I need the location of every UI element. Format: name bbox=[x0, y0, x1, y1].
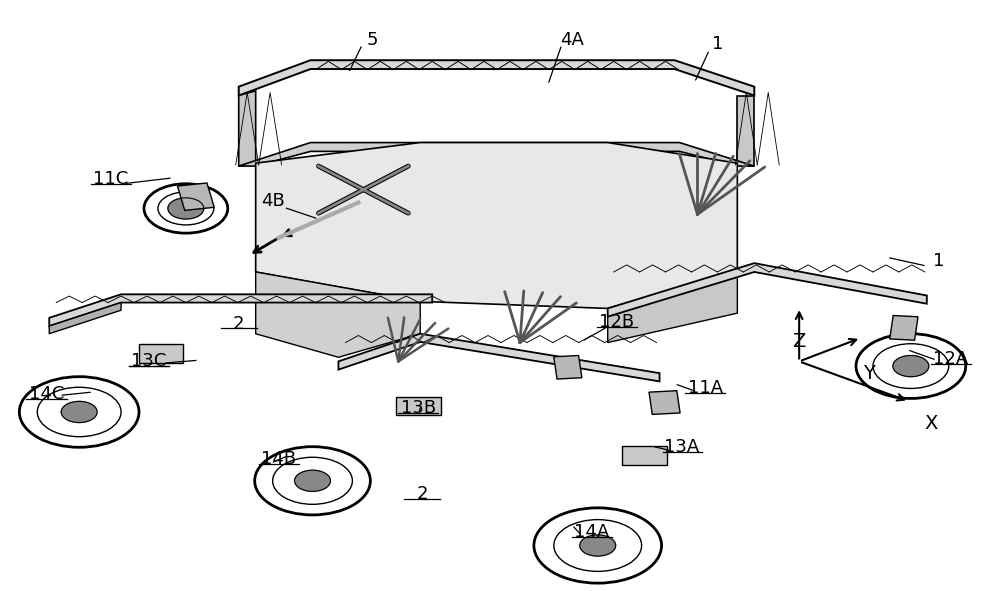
Polygon shape bbox=[608, 272, 737, 343]
Text: 13C: 13C bbox=[131, 352, 167, 371]
Text: 14C: 14C bbox=[29, 385, 64, 403]
Circle shape bbox=[61, 401, 97, 423]
Polygon shape bbox=[622, 446, 667, 465]
Polygon shape bbox=[239, 142, 754, 166]
Text: Y: Y bbox=[863, 363, 875, 382]
Polygon shape bbox=[649, 391, 680, 414]
Text: 14B: 14B bbox=[261, 450, 296, 468]
Text: 12B: 12B bbox=[599, 313, 634, 331]
Text: 13A: 13A bbox=[664, 439, 699, 456]
Polygon shape bbox=[396, 397, 441, 415]
Circle shape bbox=[893, 356, 929, 376]
Polygon shape bbox=[554, 356, 582, 379]
Text: 1: 1 bbox=[933, 252, 944, 271]
Polygon shape bbox=[177, 183, 214, 210]
Text: 11A: 11A bbox=[688, 379, 723, 397]
Polygon shape bbox=[139, 344, 183, 362]
Text: 4B: 4B bbox=[261, 193, 285, 210]
Text: 13B: 13B bbox=[401, 400, 436, 417]
Polygon shape bbox=[338, 334, 660, 381]
Polygon shape bbox=[49, 303, 121, 334]
Text: 2: 2 bbox=[416, 485, 428, 504]
Polygon shape bbox=[890, 316, 918, 340]
Polygon shape bbox=[256, 142, 737, 309]
Polygon shape bbox=[737, 96, 754, 166]
Polygon shape bbox=[608, 263, 927, 317]
Polygon shape bbox=[239, 60, 754, 96]
Text: 2: 2 bbox=[233, 315, 244, 333]
Polygon shape bbox=[256, 272, 420, 358]
Text: 1: 1 bbox=[712, 35, 723, 53]
Text: X: X bbox=[924, 414, 937, 433]
Text: 4A: 4A bbox=[560, 31, 584, 48]
Text: 12A: 12A bbox=[933, 350, 968, 368]
Circle shape bbox=[580, 535, 616, 556]
Text: Z: Z bbox=[792, 332, 806, 351]
Polygon shape bbox=[239, 91, 256, 166]
Circle shape bbox=[295, 470, 330, 491]
Polygon shape bbox=[49, 294, 432, 326]
Circle shape bbox=[168, 198, 204, 219]
Text: 11C: 11C bbox=[93, 170, 129, 188]
Text: 14A: 14A bbox=[574, 523, 609, 541]
Text: 5: 5 bbox=[367, 31, 378, 48]
